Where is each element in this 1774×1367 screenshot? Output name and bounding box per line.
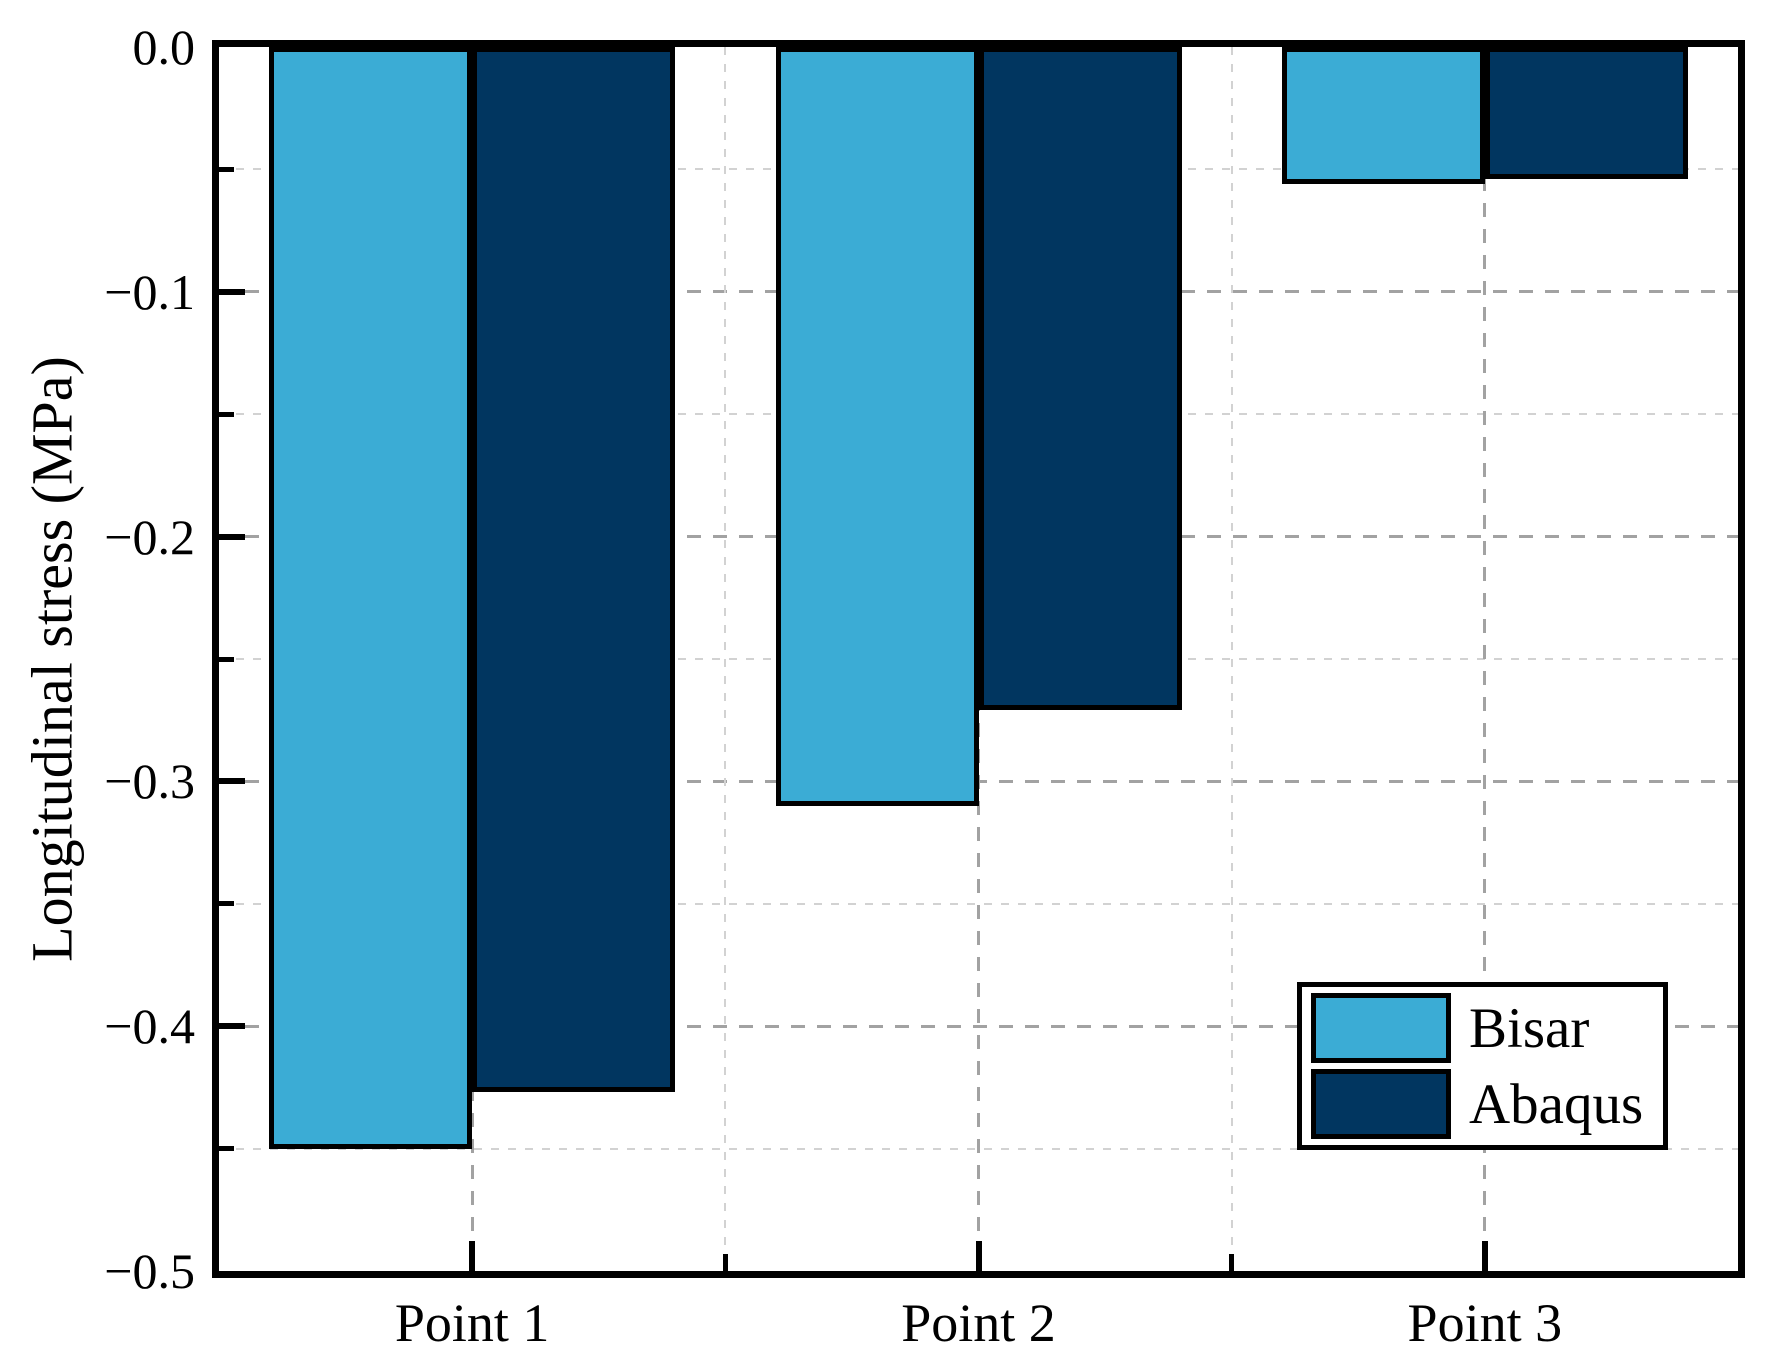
y-tick-label: −0.4 [104,998,195,1055]
x-major-tick [1481,1241,1488,1271]
bar-abaqus-point-3 [1484,47,1688,180]
plot-area [212,40,1745,1278]
y-major-tick [219,533,245,540]
x-tick-label: Point 2 [901,1293,1056,1353]
gridline-v-minor [724,47,727,1271]
y-tick-label: −0.1 [104,263,195,320]
x-tick-label: Point 1 [394,1293,550,1353]
y-minor-tick [219,1146,234,1152]
y-minor-tick [219,656,234,662]
y-minor-tick [219,901,234,907]
x-major-tick [975,1241,982,1271]
legend-label-abaqus: Abaqus [1469,1072,1644,1136]
x-major-tick [469,1241,476,1271]
y-tick-label: −0.2 [104,508,195,565]
bar-bisar-point-2 [775,47,979,806]
x-minor-tick [1229,1254,1235,1271]
gridline-v-minor [1230,47,1233,1271]
legend-item-abaqus: Abaqus [1311,1069,1663,1139]
bar-bisar-point-3 [1281,47,1485,185]
y-minor-tick [219,411,234,417]
gridline-v-major [1483,47,1487,1271]
legend-item-bisar: Bisar [1311,993,1663,1063]
y-tick-label: −0.3 [104,753,195,810]
abaqus-swatch [1311,1069,1451,1139]
bar-bisar-point-1 [269,47,473,1149]
y-major-tick [219,778,245,785]
bar-abaqus-point-2 [978,47,1182,711]
bar-abaqus-point-1 [472,47,676,1093]
y-axis-title: Longitudinal stress (MPa) [19,356,85,962]
y-major-tick [219,288,245,295]
y-tick-label: 0.0 [132,19,196,75]
x-minor-tick [722,1254,728,1271]
legend: Bisar Abaqus [1297,982,1668,1150]
x-tick-label: Point 3 [1407,1293,1563,1353]
bisar-swatch [1311,993,1451,1063]
y-minor-tick [219,166,234,172]
legend-label-bisar: Bisar [1469,996,1590,1060]
y-major-tick [219,1023,245,1030]
y-tick-label: −0.5 [104,1243,195,1299]
